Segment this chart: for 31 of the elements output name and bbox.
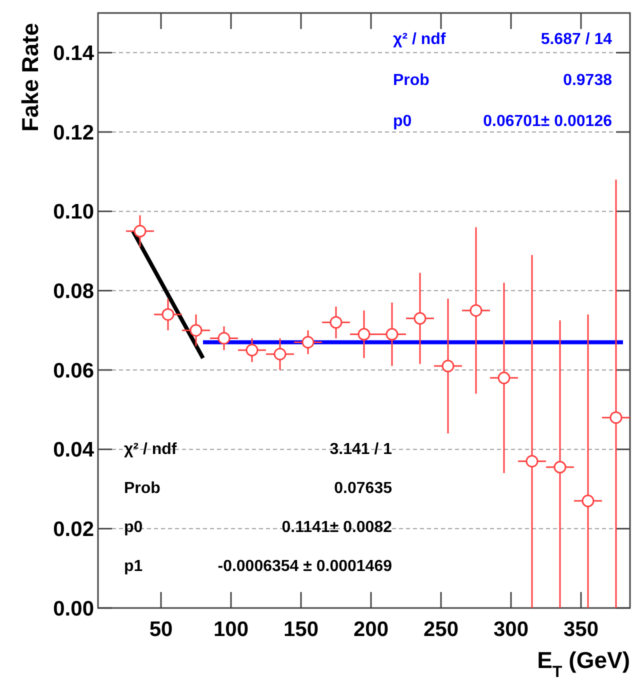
x-tick-label: 200 xyxy=(353,618,389,641)
annotation: 3.141 / 1 xyxy=(330,441,392,458)
y-tick-label: 0.08 xyxy=(53,280,94,304)
annotation: Prob xyxy=(124,480,161,497)
x-tick-label: 100 xyxy=(213,618,249,641)
x-tick-label: 250 xyxy=(423,618,459,641)
x-tick-label: 150 xyxy=(283,618,319,641)
annotation: 5.687 / 14 xyxy=(540,31,612,48)
annotation: Prob xyxy=(393,72,430,89)
y-axis-title: Fake Rate xyxy=(17,23,43,132)
annotation: p1 xyxy=(124,558,143,575)
y-tick-label: 0.02 xyxy=(53,518,94,542)
y-tick-label: 0.04 xyxy=(53,438,94,462)
y-tick-label: 0.12 xyxy=(53,121,94,144)
y-tick-label: 0.14 xyxy=(53,42,94,66)
annotation: p0 xyxy=(393,113,412,130)
x-tick-label: 350 xyxy=(563,618,599,641)
annotation: -0.0006354 ± 0.0001469 xyxy=(218,558,392,575)
annotation: 0.06701± 0.00126 xyxy=(483,113,612,130)
y-tick-label: 0.00 xyxy=(53,597,94,620)
x-tick-label: 300 xyxy=(493,618,529,641)
annotation: 0.9738 xyxy=(563,72,612,89)
annotation: 0.1141± 0.0082 xyxy=(282,519,392,536)
annotation: 0.07635 xyxy=(334,480,392,497)
x-tick-label: 50 xyxy=(149,618,173,641)
y-tick-label: 0.10 xyxy=(53,200,94,224)
annotation: χ² / ndf xyxy=(124,441,178,458)
annotation: p0 xyxy=(124,519,143,536)
x-axis-title: E$_{T}$ (GeV) xyxy=(537,647,630,681)
annotation: χ² / ndf xyxy=(393,31,446,48)
y-tick-label: 0.06 xyxy=(53,359,94,382)
